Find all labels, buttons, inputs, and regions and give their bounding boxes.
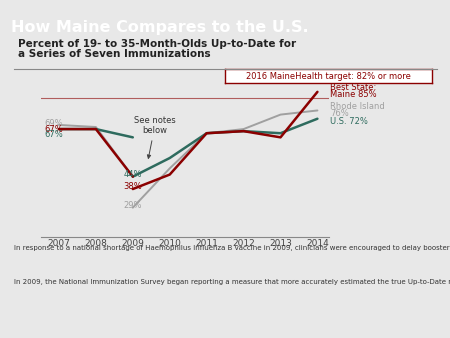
Text: 67%: 67% <box>44 130 63 139</box>
Text: In response to a national shortage of Haemophilus Influenza B vaccine in 2009, c: In response to a national shortage of Ha… <box>14 245 450 251</box>
Text: 44%: 44% <box>124 170 142 179</box>
Text: See notes
below: See notes below <box>134 116 176 159</box>
Text: U.S. 72%: U.S. 72% <box>330 117 368 126</box>
Text: 67%: 67% <box>44 125 63 134</box>
Text: Best State:: Best State: <box>330 83 377 92</box>
Text: 76%: 76% <box>330 109 349 118</box>
Text: Percent of 19- to 35-Month-Olds Up-to-Date for: Percent of 19- to 35-Month-Olds Up-to-Da… <box>18 39 296 49</box>
Text: 38%: 38% <box>124 183 142 191</box>
Text: 69%: 69% <box>44 119 63 128</box>
Text: Maine 85%: Maine 85% <box>330 91 377 99</box>
Text: 2016 MaineHealth target: 82% or more: 2016 MaineHealth target: 82% or more <box>246 72 411 80</box>
Text: a Series of Seven Immunizations: a Series of Seven Immunizations <box>18 49 211 59</box>
Text: In 2009, the National Immunization Survey began reporting a measure that more ac: In 2009, the National Immunization Surve… <box>14 279 450 285</box>
Text: Rhode Island: Rhode Island <box>330 102 385 111</box>
Text: How Maine Compares to the U.S.: How Maine Compares to the U.S. <box>11 20 309 35</box>
Text: 29%: 29% <box>124 201 142 210</box>
